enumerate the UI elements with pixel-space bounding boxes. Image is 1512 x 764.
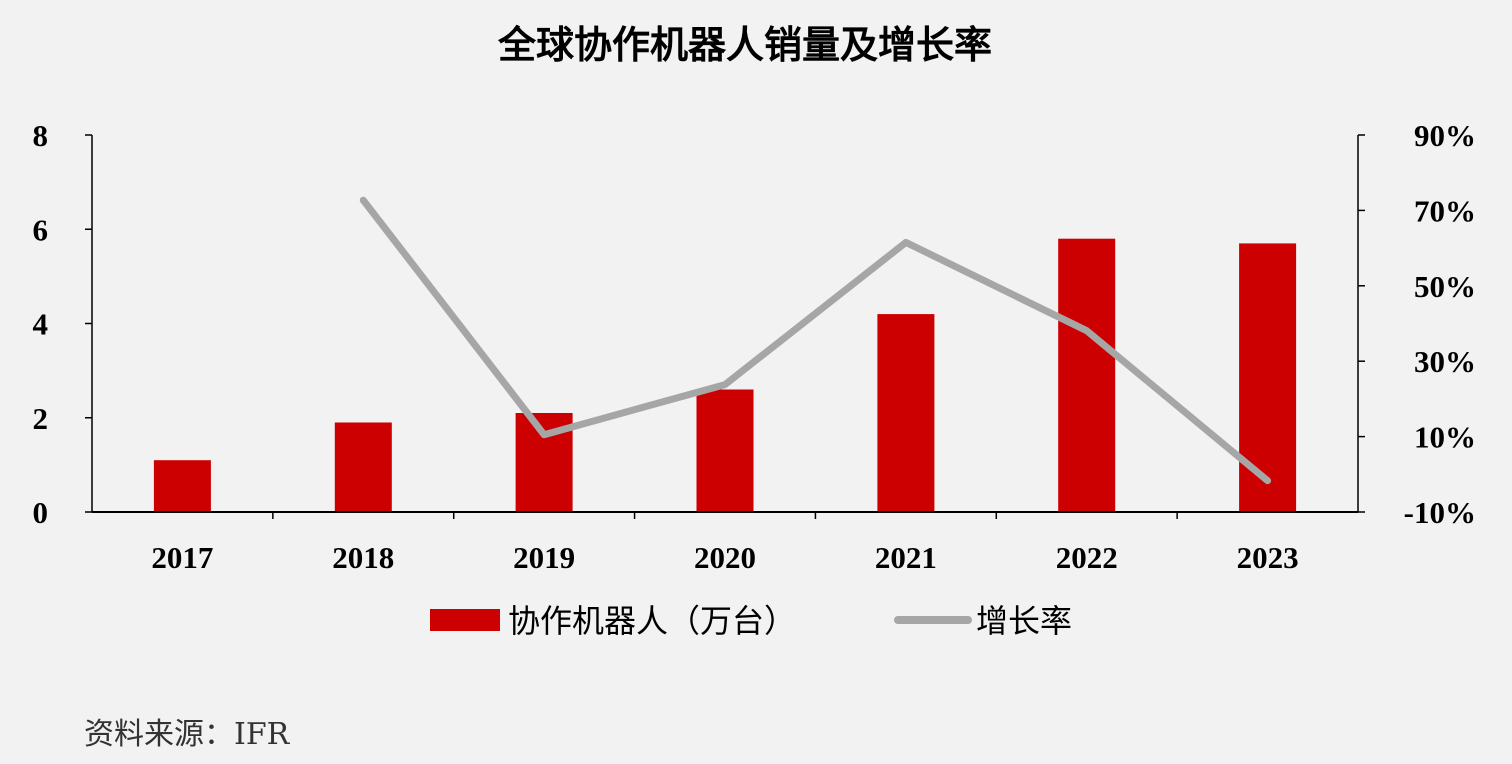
y-right-tick-label: 70% xyxy=(1414,193,1476,228)
legend: 协作机器人（万台） 增长率 xyxy=(430,602,1072,640)
x-tick-label: 2023 xyxy=(1237,540,1299,575)
legend-line-label: 增长率 xyxy=(976,602,1072,640)
growth-point-2021 xyxy=(902,239,909,246)
y-left-tick-label: 0 xyxy=(33,495,49,530)
growth-point-2022 xyxy=(1083,327,1090,334)
chart-title: 全球协作机器人销量及增长率 xyxy=(497,23,992,67)
growth-point-2020 xyxy=(722,381,728,388)
y-left-tick-label: 4 xyxy=(33,307,49,342)
bar-2022 xyxy=(1058,238,1116,512)
source-note: 资料来源：IFR xyxy=(84,717,291,752)
growth-point-2023 xyxy=(1264,477,1271,484)
plot-area: 0 2 4 6 8 -10% 10% 30% 50% 70% 90% 2017 2018 2019 2020… xyxy=(33,118,1477,575)
x-tick-label: 2021 xyxy=(875,540,937,575)
bar-2018 xyxy=(334,422,392,512)
y-left-tick-label: 2 xyxy=(33,401,49,436)
y-right-tick-label: 10% xyxy=(1414,420,1476,455)
x-tick-label: 2018 xyxy=(332,540,394,575)
y-right-tick-label: 90% xyxy=(1414,118,1476,153)
growth-point-2018 xyxy=(360,197,367,204)
y-left-tick-label: 6 xyxy=(33,212,49,247)
y-right-tick-label: 30% xyxy=(1414,344,1476,379)
bar-2017 xyxy=(153,460,211,512)
y-left-tick-label: 8 xyxy=(33,118,49,153)
bar-2021 xyxy=(877,314,935,512)
bar-2023 xyxy=(1239,243,1297,512)
y-right-tick-label: 50% xyxy=(1414,269,1476,304)
y-right-tick-label: -10% xyxy=(1404,495,1476,530)
growth-point-2019 xyxy=(541,431,548,438)
legend-bar-label: 协作机器人（万台） xyxy=(508,602,796,640)
x-tick-label: 2022 xyxy=(1056,540,1118,575)
growth-rate-line xyxy=(359,196,1272,485)
x-tick-label: 2019 xyxy=(513,540,575,575)
legend-bar-swatch xyxy=(430,609,500,631)
x-tick-label: 2017 xyxy=(151,540,213,575)
x-tick-label: 2020 xyxy=(694,540,756,575)
bar-2020 xyxy=(696,389,754,512)
